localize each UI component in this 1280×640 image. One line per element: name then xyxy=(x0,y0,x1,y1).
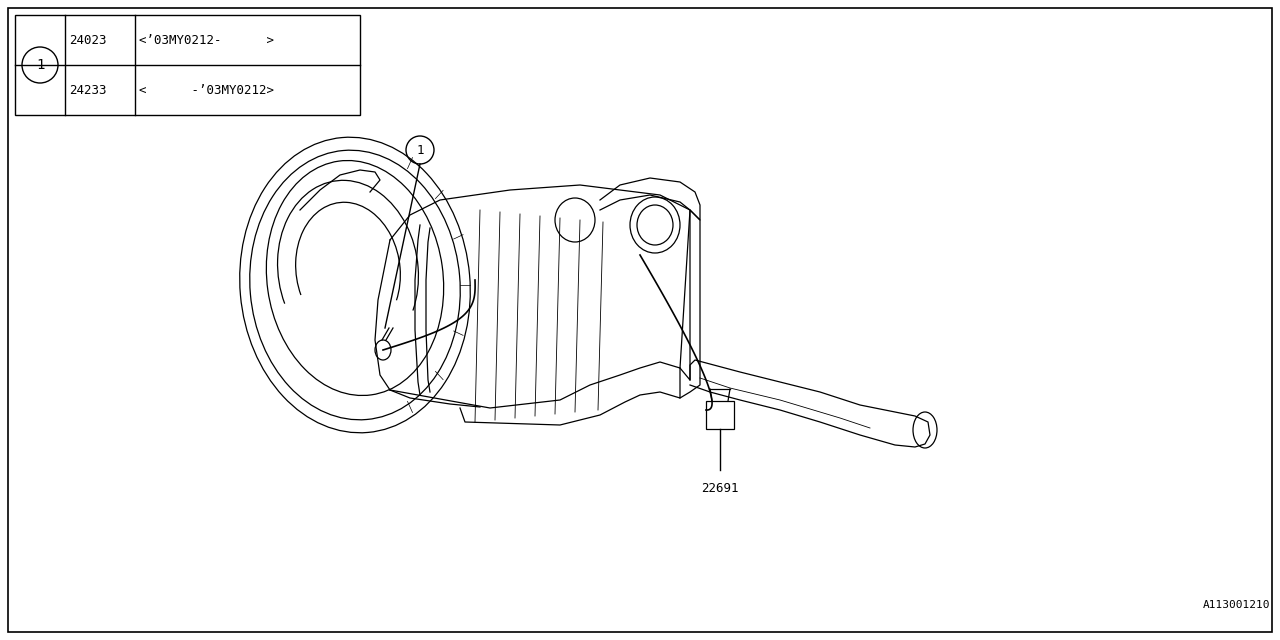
Text: 1: 1 xyxy=(416,143,424,157)
Text: 24233: 24233 xyxy=(69,83,106,97)
Text: 24023: 24023 xyxy=(69,33,106,47)
Text: <      -’03MY0212>: < -’03MY0212> xyxy=(140,83,274,97)
Text: 22691: 22691 xyxy=(701,482,739,495)
Bar xyxy=(15,15,360,115)
Text: <’03MY0212-      >: <’03MY0212- > xyxy=(140,33,274,47)
Text: 1: 1 xyxy=(36,58,45,72)
Text: A113001210: A113001210 xyxy=(1202,600,1270,610)
Bar xyxy=(707,401,733,429)
